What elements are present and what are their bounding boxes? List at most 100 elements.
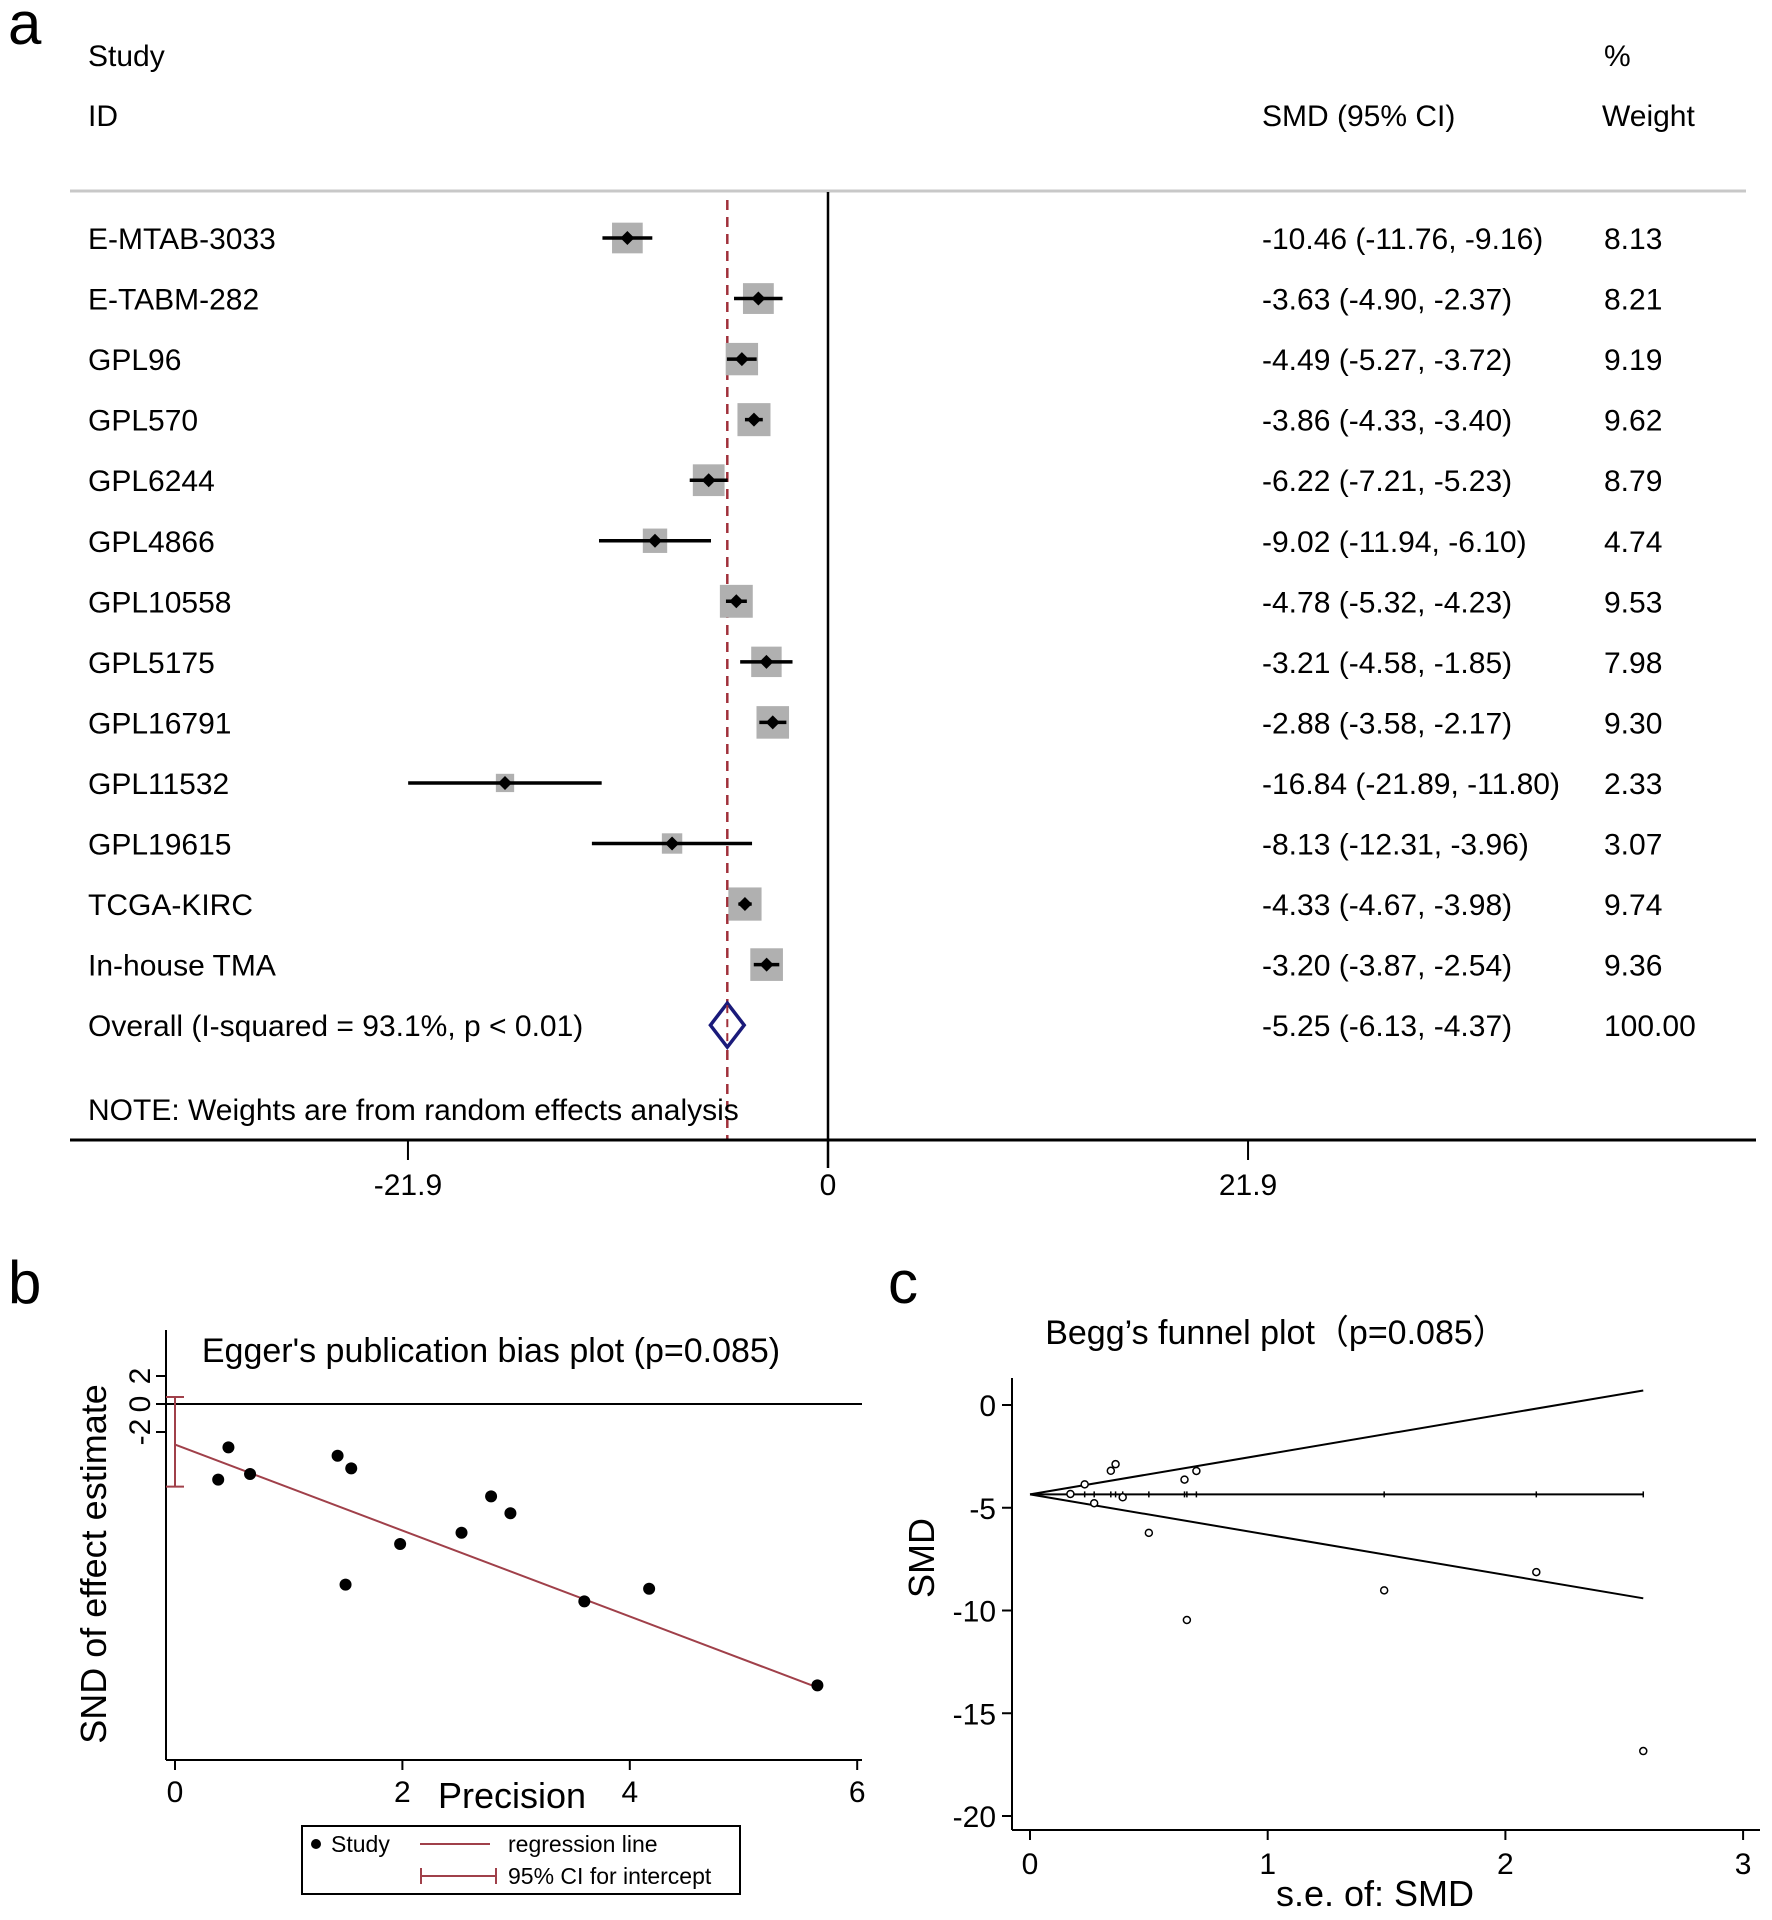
forest-row: E-MTAB-3033 -10.46 (-11.76, -9.16) 8.13 — [88, 222, 1662, 256]
study-weight: 9.30 — [1604, 707, 1662, 740]
begg-plot: Begg’s funnel plot（p=0.085） s.e. of: SMD… — [901, 1314, 1760, 1914]
header-id: ID — [88, 100, 118, 133]
study-smd-ci: -8.13 (-12.31, -3.96) — [1262, 829, 1529, 862]
study-weight: 8.13 — [1604, 223, 1662, 256]
study-id: GPL16791 — [88, 707, 231, 740]
study-point — [1180, 1475, 1189, 1484]
study-smd-ci: -3.63 (-4.90, -2.37) — [1262, 284, 1512, 317]
begg-y-tick-label: -20 — [953, 1801, 996, 1834]
point-estimate-marker — [759, 957, 774, 972]
begg-ylabel: SMD — [901, 1518, 942, 1598]
study-id: TCGA-KIRC — [88, 889, 253, 922]
forest-plot: -21.9 0 21.9 E-MTAB-3033 -10.46 (-11.76, -9.… — [70, 192, 1756, 1202]
legend-study-marker — [311, 1839, 321, 1849]
forest-row: GPL16791 -2.88 (-3.58, -2.17) 9.30 — [88, 706, 1662, 740]
point-estimate-marker — [665, 836, 680, 851]
forest-headers: Study ID % SMD (95% CI) Weight — [70, 40, 1746, 193]
egger-y-tick-label: 0 — [124, 1396, 157, 1413]
study-id: GPL6244 — [88, 465, 215, 498]
begg-title: Begg’s funnel plot（p=0.085） — [1045, 1314, 1507, 1352]
funnel-lower-limit — [1029, 1493, 1644, 1600]
study-point — [455, 1526, 468, 1539]
study-point — [222, 1441, 235, 1454]
begg-x-tick-label: 2 — [1497, 1848, 1514, 1881]
point-estimate-marker — [729, 594, 744, 609]
forest-row: GPL11532 -16.84 (-21.89, -11.80) 2.33 — [88, 768, 1662, 801]
panel-label-c: c — [888, 1249, 918, 1316]
study-point — [1182, 1615, 1192, 1625]
study-smd-ci: -3.86 (-4.33, -3.40) — [1262, 405, 1512, 438]
study-id: GPL19615 — [88, 829, 231, 862]
begg-x-tick-label: 0 — [1022, 1848, 1039, 1881]
begg-xlabel: s.e. of: SMD — [1276, 1873, 1474, 1914]
header-percent: % — [1604, 40, 1631, 73]
legend-study-label: Study — [331, 1831, 390, 1857]
begg-y-tick-label: -5 — [969, 1493, 996, 1526]
egger-x-tick-label: 2 — [394, 1776, 411, 1809]
study-smd-ci: -4.78 (-5.32, -4.23) — [1262, 586, 1512, 619]
begg-y-tick-label: 0 — [979, 1390, 996, 1423]
study-point — [1066, 1489, 1075, 1499]
study-weight: 9.19 — [1604, 344, 1662, 377]
study-point — [1118, 1493, 1127, 1502]
study-weight: 7.98 — [1604, 647, 1662, 680]
begg-x-tick-label: 3 — [1735, 1848, 1752, 1881]
egger-xlabel: Precision — [438, 1775, 586, 1816]
forest-row: GPL19615 -8.13 (-12.31, -3.96) 3.07 — [88, 829, 1662, 862]
study-id: In-house TMA — [88, 950, 276, 983]
begg-y-tick-label: -10 — [953, 1596, 996, 1629]
point-estimate-marker — [746, 412, 761, 427]
forest-row: GPL10558 -4.78 (-5.32, -4.23) 9.53 — [88, 584, 1662, 619]
study-id: E-MTAB-3033 — [88, 223, 276, 256]
study-smd-ci: -9.02 (-11.94, -6.10) — [1262, 526, 1527, 559]
forest-row: GPL96 -4.49 (-5.27, -3.72) 9.19 — [88, 342, 1662, 377]
study-id: E-TABM-282 — [88, 284, 259, 317]
panel-label-b: b — [8, 1249, 41, 1316]
study-point — [244, 1468, 257, 1480]
panel-label-a: a — [8, 0, 42, 57]
study-point — [1532, 1567, 1541, 1577]
forest-row: GPL570 -3.86 (-4.33, -3.40) 9.62 — [88, 403, 1662, 438]
point-estimate-marker — [759, 654, 774, 669]
study-weight: 8.21 — [1604, 284, 1662, 317]
egger-x-tick-label: 4 — [621, 1776, 638, 1809]
overall-smd-ci: -5.25 (-6.13, -4.37) — [1262, 1010, 1512, 1043]
point-estimate-marker — [701, 473, 716, 488]
overall-label: Overall (I-squared = 93.1%, p < 0.01) — [88, 1010, 583, 1043]
study-weight: 9.53 — [1604, 586, 1662, 619]
egger-plot: Egger's publication bias plot (p=0.085) … — [73, 1330, 866, 1895]
egger-x-tick-label: 6 — [849, 1776, 866, 1809]
header-study: Study — [88, 40, 165, 73]
study-smd-ci: -6.22 (-7.21, -5.23) — [1262, 465, 1512, 498]
study-point — [811, 1679, 824, 1692]
study-weight: 9.36 — [1604, 950, 1662, 983]
egger-x-tick-label: 0 — [167, 1776, 184, 1809]
study-weight: 2.33 — [1604, 768, 1662, 801]
funnel-upper-limit — [1029, 1389, 1644, 1496]
egger-ylabel: SND of effect estimate — [73, 1384, 114, 1744]
forest-row: TCGA-KIRC -4.33 (-4.67, -3.98) 9.74 — [88, 887, 1662, 922]
header-smd: SMD (95% CI) — [1262, 100, 1455, 133]
point-estimate-marker — [620, 231, 635, 245]
study-point — [1080, 1480, 1089, 1489]
forest-x-tick-label: 0 — [820, 1169, 837, 1202]
point-estimate-marker — [734, 352, 749, 367]
study-point — [1192, 1466, 1201, 1476]
study-smd-ci: -16.84 (-21.89, -11.80) — [1262, 768, 1560, 801]
study-id: GPL11532 — [88, 768, 229, 801]
legend-regression-label: regression line — [508, 1831, 658, 1857]
egger-title: Egger's publication bias plot (p=0.085) — [202, 1332, 780, 1370]
study-smd-ci: -2.88 (-3.58, -2.17) — [1262, 707, 1512, 740]
header-weight: Weight — [1602, 100, 1695, 133]
study-id: GPL4866 — [88, 526, 215, 559]
study-smd-ci: -3.21 (-4.58, -1.85) — [1262, 647, 1512, 680]
point-estimate-marker — [737, 897, 752, 912]
forest-x-tick-label: 21.9 — [1219, 1169, 1277, 1202]
forest-row: GPL6244 -6.22 (-7.21, -5.23) 8.79 — [88, 464, 1662, 498]
study-smd-ci: -4.33 (-4.67, -3.98) — [1262, 889, 1512, 922]
study-point — [643, 1582, 656, 1595]
study-id: GPL5175 — [88, 647, 215, 680]
study-point — [504, 1507, 517, 1520]
point-estimate-marker — [751, 291, 766, 306]
